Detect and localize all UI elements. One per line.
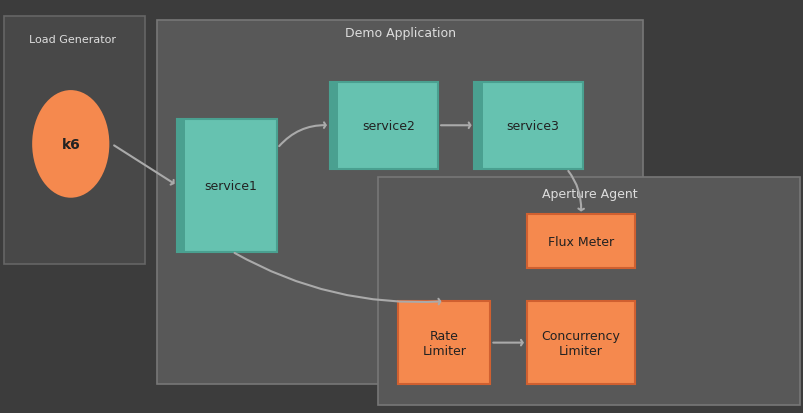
Ellipse shape — [32, 91, 109, 198]
Text: Flux Meter: Flux Meter — [547, 235, 613, 248]
Bar — [474, 83, 483, 169]
Text: service2: service2 — [361, 119, 414, 133]
Text: k6: k6 — [61, 138, 80, 152]
Bar — [329, 83, 338, 169]
Text: Concurrency
Limiter: Concurrency Limiter — [540, 329, 620, 357]
Text: Demo Application: Demo Application — [344, 27, 455, 40]
FancyBboxPatch shape — [397, 301, 490, 384]
Bar — [157, 21, 642, 384]
Bar — [377, 178, 799, 405]
Text: service1: service1 — [205, 179, 257, 192]
Bar — [4, 17, 145, 264]
Text: Aperture Agent: Aperture Agent — [541, 188, 636, 201]
Text: Load Generator: Load Generator — [29, 35, 116, 45]
Text: service3: service3 — [506, 119, 559, 133]
FancyBboxPatch shape — [177, 120, 277, 252]
Bar — [177, 120, 185, 252]
FancyBboxPatch shape — [526, 215, 634, 268]
FancyBboxPatch shape — [329, 83, 438, 169]
FancyBboxPatch shape — [474, 83, 582, 169]
FancyBboxPatch shape — [526, 301, 634, 384]
Text: Rate
Limiter: Rate Limiter — [422, 329, 466, 357]
